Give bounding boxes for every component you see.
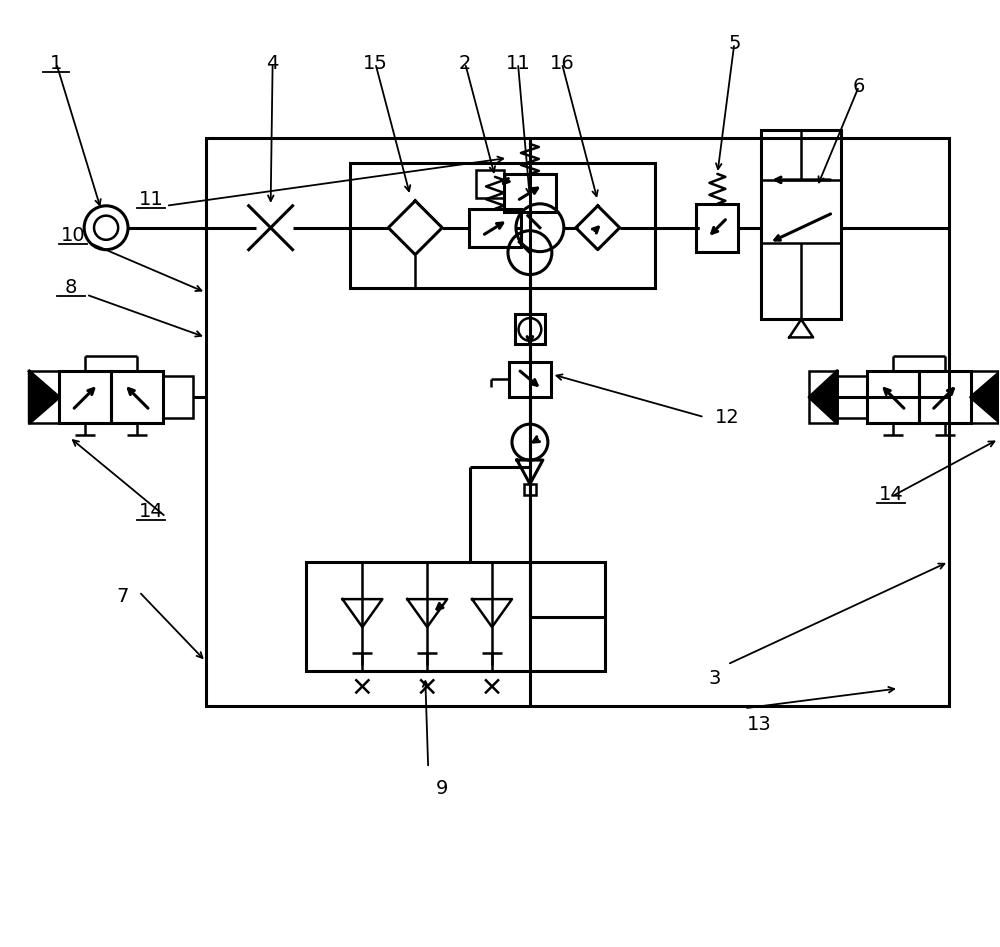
Polygon shape: [249, 205, 271, 250]
Bar: [867, 371, 919, 423]
Text: 15: 15: [363, 54, 388, 73]
Bar: [524, 484, 536, 495]
Polygon shape: [407, 599, 447, 627]
Text: 4: 4: [266, 54, 279, 73]
Bar: [515, 314, 545, 345]
Bar: [919, 371, 971, 423]
Text: 12: 12: [715, 407, 740, 427]
Text: 6: 6: [853, 77, 865, 96]
Polygon shape: [342, 599, 382, 627]
Polygon shape: [789, 319, 813, 337]
Text: 11: 11: [139, 190, 163, 209]
Text: 11: 11: [506, 54, 530, 73]
Bar: [59, 371, 111, 423]
Text: 5: 5: [728, 34, 741, 53]
Bar: [476, 170, 504, 198]
Bar: [837, 376, 867, 419]
Text: 1: 1: [50, 54, 62, 73]
Text: 13: 13: [747, 715, 772, 734]
Text: 3: 3: [708, 669, 721, 688]
Bar: [111, 371, 163, 423]
Polygon shape: [472, 599, 512, 627]
Text: 7: 7: [117, 587, 129, 606]
Text: 14: 14: [879, 486, 903, 505]
Text: 9: 9: [436, 778, 448, 797]
Text: 16: 16: [549, 54, 574, 73]
Text: 2: 2: [459, 54, 471, 73]
Bar: [696, 204, 738, 252]
Bar: [504, 174, 556, 212]
Text: 10: 10: [61, 226, 86, 245]
Text: 8: 8: [65, 278, 77, 297]
Polygon shape: [29, 371, 59, 423]
Bar: [29, 371, 59, 423]
Bar: [971, 371, 1000, 423]
Bar: [509, 362, 551, 397]
Bar: [306, 562, 605, 671]
Bar: [761, 130, 841, 319]
Bar: [163, 376, 193, 419]
Text: 14: 14: [139, 503, 163, 522]
Bar: [809, 371, 837, 423]
Bar: [350, 163, 655, 288]
Polygon shape: [809, 371, 837, 423]
Polygon shape: [971, 371, 1000, 423]
Bar: [469, 208, 521, 246]
Bar: [206, 138, 949, 706]
